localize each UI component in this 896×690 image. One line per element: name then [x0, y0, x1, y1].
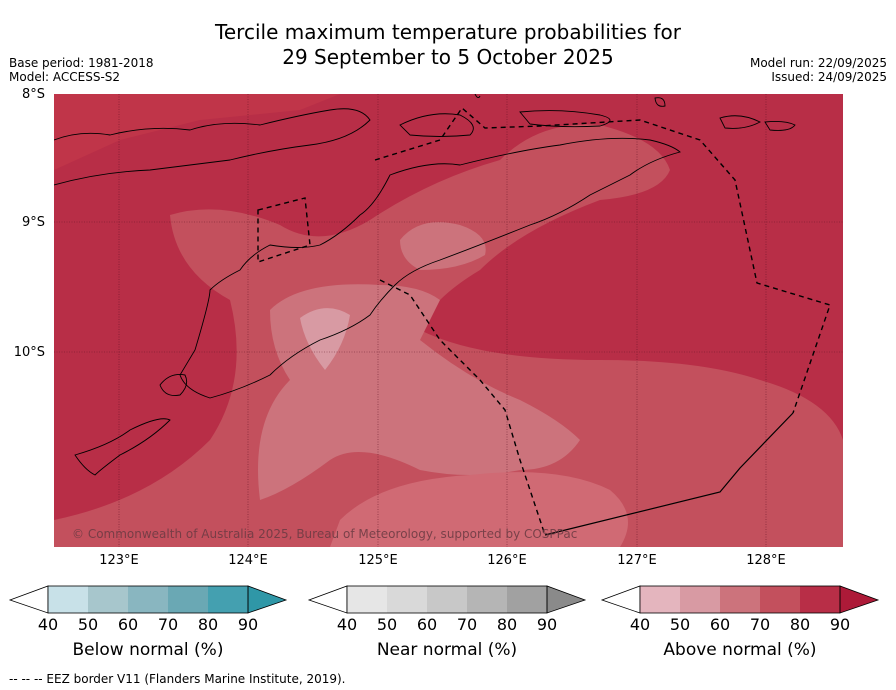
- lat-label-8s: 8°S: [21, 87, 45, 102]
- cb3-tick: 60: [709, 615, 731, 634]
- base-period: Base period: 1981-2018: [9, 56, 154, 70]
- alor-coast: [399, 113, 474, 137]
- colorbars: [8, 585, 880, 614]
- lon-label-126e: 126°E: [487, 553, 527, 568]
- copyright-text: © Commonwealth of Australia 2025, Bureau…: [72, 527, 577, 541]
- cb1-tick: 90: [237, 615, 259, 634]
- title-line-2: 29 September to 5 October 2025: [282, 45, 614, 69]
- cb2-tick: 90: [536, 615, 558, 634]
- cb3-tick: 40: [629, 615, 651, 634]
- lon-label-127e: 127°E: [617, 553, 657, 568]
- cb3-tick: 70: [749, 615, 771, 634]
- lat-label-9s: 9°S: [21, 215, 45, 230]
- meta-left: Base period: 1981-2018 Model: ACCESS-S2: [9, 56, 154, 84]
- lon-label-123e: 123°E: [99, 553, 139, 568]
- model-name: Model: ACCESS-S2: [9, 70, 121, 84]
- islet-2: [719, 115, 761, 129]
- lon-label-128e: 128°E: [746, 553, 786, 568]
- eez-border: [257, 106, 831, 536]
- colorbar-near-normal: [307, 585, 587, 614]
- cb1-tick: 40: [37, 615, 59, 634]
- islet-1: [654, 97, 666, 107]
- cb2-tick: 50: [376, 615, 398, 634]
- cb1-tick: 50: [77, 615, 99, 634]
- chart-title: Tercile maximum temperature probabilitie…: [0, 20, 896, 70]
- rote-coast: [159, 374, 188, 396]
- cb2-tick: 70: [456, 615, 478, 634]
- lon-label-125e: 125°E: [358, 553, 398, 568]
- cb1-tick: 60: [117, 615, 139, 634]
- lat-label-10s: 10°S: [13, 345, 45, 360]
- colorbar-label-above: Above normal (%): [663, 640, 817, 660]
- flores-coast: [54, 108, 371, 186]
- cb2-tick: 60: [416, 615, 438, 634]
- lon-label-124e: 124°E: [228, 553, 268, 568]
- prob-band-70-80-north: [54, 94, 340, 170]
- cb1-tick: 80: [197, 615, 219, 634]
- coastlines: [54, 94, 796, 476]
- eez-footnote: -- -- -- EEZ border V11 (Flanders Marine…: [9, 672, 346, 686]
- atauro-coast: [474, 94, 481, 99]
- title-line-1: Tercile maximum temperature probabilitie…: [215, 20, 681, 44]
- islet-3: [764, 120, 796, 131]
- prob-band-60-70-c: [330, 472, 628, 547]
- cb1-tick: 70: [157, 615, 179, 634]
- cb3-tick: 50: [669, 615, 691, 634]
- map-area: © Commonwealth of Australia 2025, Bureau…: [54, 94, 843, 547]
- prob-band-70-80-center: [54, 124, 843, 547]
- colorbar-label-near: Near normal (%): [376, 640, 518, 660]
- colorbar-label-below: Below normal (%): [72, 640, 224, 660]
- colorbar-below-normal: [8, 585, 288, 614]
- cb2-tick: 40: [336, 615, 358, 634]
- cb2-tick: 80: [496, 615, 518, 634]
- eez-solid-border: [544, 412, 794, 536]
- issued-date: Issued: 24/09/2025: [771, 70, 887, 84]
- cb3-tick: 90: [829, 615, 851, 634]
- sawu-coast: [74, 418, 171, 476]
- wetar-coast: [519, 110, 611, 128]
- graticule: [54, 94, 843, 547]
- model-run: Model run: 22/09/2025: [749, 56, 887, 70]
- colorbar-above-normal: [600, 585, 880, 614]
- prob-band-60-70-b: [400, 222, 486, 270]
- timor-coast: [179, 137, 681, 399]
- cb3-tick: 80: [789, 615, 811, 634]
- prob-band-50-60: [300, 308, 350, 370]
- meta-right: Model run: 22/09/2025 Issued: 24/09/2025: [750, 56, 887, 84]
